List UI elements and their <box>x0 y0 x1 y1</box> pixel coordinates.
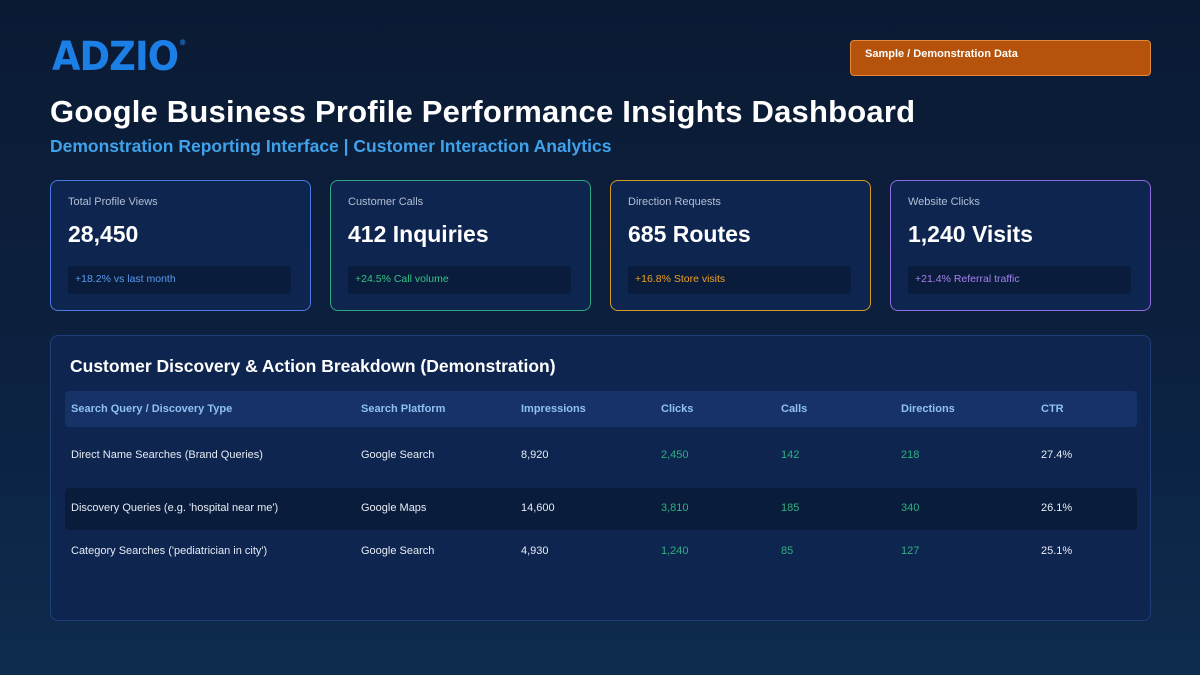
kpi-card-customer-calls: Customer Calls 412 Inquiries +24.5% Call… <box>330 180 591 311</box>
column-header-platform: Search Platform <box>361 403 446 415</box>
kpi-value: 28,450 <box>68 221 139 247</box>
kpi-value: 412 Inquiries <box>348 221 489 247</box>
cell-calls: 185 <box>781 502 800 514</box>
cell-calls: 85 <box>781 545 794 557</box>
kpi-label: Total Profile Views <box>68 196 158 208</box>
cell-calls: 142 <box>781 449 800 461</box>
kpi-delta: +16.8% Store visits <box>628 266 851 294</box>
cell-platform: Google Search <box>361 545 435 557</box>
kpi-delta: +24.5% Call volume <box>348 266 571 294</box>
kpi-delta: +21.4% Referral traffic <box>908 266 1131 294</box>
kpi-label: Website Clicks <box>908 196 980 208</box>
table-row: Direct Name Searches (Brand Queries) Goo… <box>65 435 1137 477</box>
cell-impressions: 14,600 <box>521 502 555 514</box>
kpi-card-profile-views: Total Profile Views 28,450 +18.2% vs las… <box>50 180 311 311</box>
cell-query-type: Category Searches ('pediatrician in city… <box>71 545 268 557</box>
kpi-label: Customer Calls <box>348 196 424 208</box>
cell-directions: 127 <box>901 545 920 557</box>
page-subtitle: Demonstration Reporting Interface | Cust… <box>50 136 612 156</box>
cell-directions: 340 <box>901 502 920 514</box>
panel-title: Customer Discovery & Action Breakdown (D… <box>70 356 556 376</box>
registered-mark: ® <box>179 38 186 47</box>
column-header-clicks: Clicks <box>661 403 694 415</box>
cell-platform: Google Search <box>361 449 435 461</box>
cell-query-type: Discovery Queries (e.g. 'hospital near m… <box>71 502 279 514</box>
cell-clicks: 3,810 <box>661 502 689 514</box>
discovery-breakdown-panel: Customer Discovery & Action Breakdown (D… <box>50 335 1151 621</box>
cell-ctr: 26.1% <box>1041 502 1073 514</box>
kpi-card-direction-requests: Direction Requests 685 Routes +16.8% Sto… <box>610 180 871 311</box>
cell-query-type: Direct Name Searches (Brand Queries) <box>71 449 263 461</box>
cell-directions: 218 <box>901 449 920 461</box>
column-header-directions: Directions <box>901 403 955 415</box>
cell-platform: Google Maps <box>361 502 427 514</box>
cell-impressions: 4,930 <box>521 545 549 557</box>
kpi-value: 1,240 Visits <box>908 221 1033 247</box>
logo-text: ADZIO <box>52 34 179 80</box>
kpi-delta: +18.2% vs last month <box>68 266 291 294</box>
column-header-impressions: Impressions <box>521 403 586 415</box>
cell-ctr: 27.4% <box>1041 449 1073 461</box>
kpi-card-website-clicks: Website Clicks 1,240 Visits +21.4% Refer… <box>890 180 1151 311</box>
cell-ctr: 25.1% <box>1041 545 1073 557</box>
kpi-label: Direction Requests <box>628 196 721 208</box>
table-row: Discovery Queries (e.g. 'hospital near m… <box>65 488 1137 530</box>
page-title: Google Business Profile Performance Insi… <box>50 94 916 129</box>
column-header-query-type: Search Query / Discovery Type <box>71 403 233 415</box>
column-header-ctr: CTR <box>1041 403 1064 415</box>
cell-clicks: 1,240 <box>661 545 689 557</box>
cell-clicks: 2,450 <box>661 449 689 461</box>
adzio-logo: ADZIO® <box>52 34 186 80</box>
table-header: Search Query / Discovery Type Search Pla… <box>65 391 1137 427</box>
table-row: Category Searches ('pediatrician in city… <box>65 531 1137 573</box>
kpi-value: 685 Routes <box>628 221 751 247</box>
column-header-calls: Calls <box>781 403 808 415</box>
sample-data-badge: Sample / Demonstration Data <box>850 40 1151 76</box>
cell-impressions: 8,920 <box>521 449 549 461</box>
